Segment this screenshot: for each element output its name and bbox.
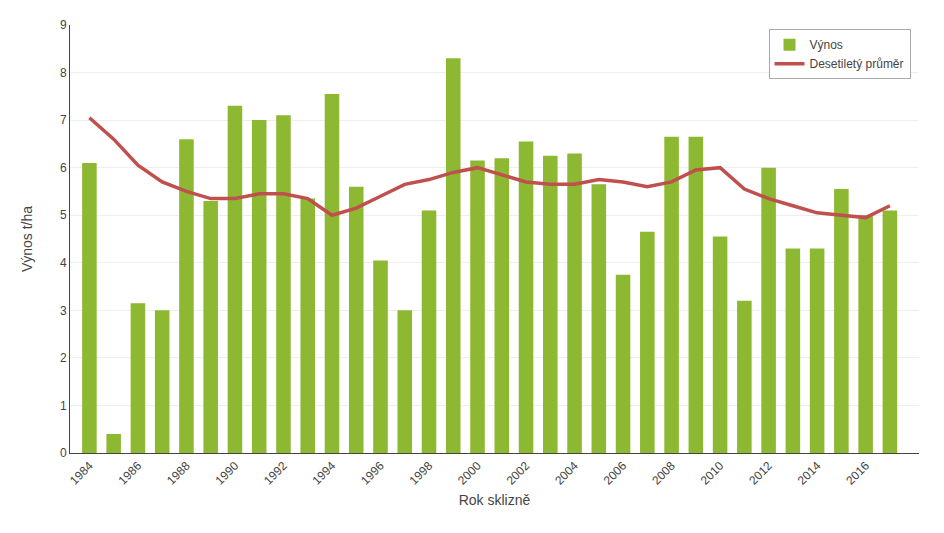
svg-text:Rok sklizně: Rok sklizně <box>459 492 531 508</box>
svg-text:1986: 1986 <box>116 459 145 488</box>
svg-text:2010: 2010 <box>698 459 727 488</box>
svg-text:Desetiletý průměr: Desetiletý průměr <box>810 57 904 71</box>
svg-text:4: 4 <box>60 256 67 270</box>
svg-text:6: 6 <box>60 161 67 175</box>
svg-text:2004: 2004 <box>552 459 581 488</box>
svg-text:Výnos t/ha: Výnos t/ha <box>19 206 35 272</box>
svg-text:3: 3 <box>60 304 67 318</box>
svg-text:1: 1 <box>60 399 67 413</box>
svg-text:1990: 1990 <box>213 459 242 488</box>
svg-text:2014: 2014 <box>795 459 824 488</box>
svg-text:Výnos: Výnos <box>810 38 843 52</box>
svg-text:8: 8 <box>60 66 67 80</box>
svg-text:2006: 2006 <box>601 459 630 488</box>
svg-text:2: 2 <box>60 351 67 365</box>
svg-text:2012: 2012 <box>746 459 775 488</box>
svg-text:5: 5 <box>60 208 67 222</box>
svg-text:2008: 2008 <box>649 459 678 488</box>
svg-text:1996: 1996 <box>358 459 387 488</box>
svg-text:1998: 1998 <box>407 459 436 488</box>
svg-text:2000: 2000 <box>455 459 484 488</box>
svg-text:9: 9 <box>60 18 67 32</box>
svg-text:1984: 1984 <box>67 459 96 488</box>
svg-text:1992: 1992 <box>261 459 290 488</box>
svg-text:0: 0 <box>60 446 67 460</box>
svg-text:7: 7 <box>60 113 67 127</box>
svg-text:2016: 2016 <box>843 459 872 488</box>
svg-text:2002: 2002 <box>504 459 533 488</box>
svg-text:1994: 1994 <box>310 459 339 488</box>
svg-text:1988: 1988 <box>164 459 193 488</box>
